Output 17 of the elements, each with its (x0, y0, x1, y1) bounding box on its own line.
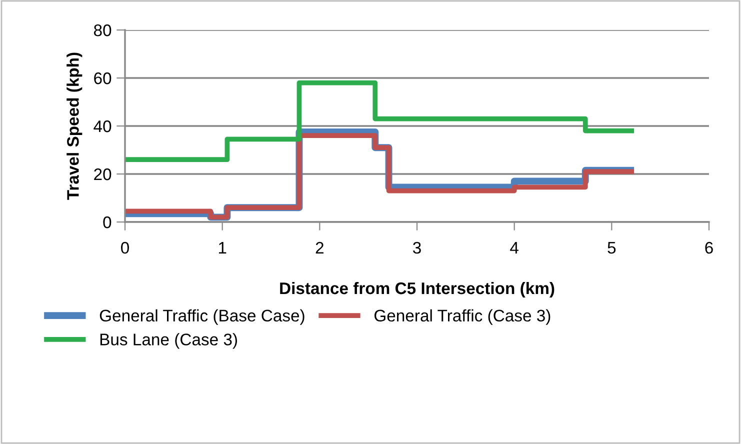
x-tick-label: 2 (316, 242, 324, 254)
x-tick-label: 3 (413, 242, 421, 254)
x-tick-label: 6 (705, 242, 713, 254)
y-axis-title: Travel Speed (kph) (66, 52, 82, 200)
x-tick-label: 5 (608, 242, 616, 254)
x-tick-label: 0 (121, 242, 129, 254)
x-axis-title: Distance from C5 Intersection (km) (280, 282, 554, 298)
x-tick-label: 1 (218, 242, 226, 254)
legend-label: Bus Lane (Case 3) (100, 333, 237, 349)
y-tick-label: 0 (103, 216, 112, 228)
y-tick-label: 80 (94, 24, 112, 36)
y-tick-label: 20 (94, 168, 112, 180)
y-tick-label: 60 (94, 72, 112, 84)
y-tick-label: 40 (94, 120, 112, 132)
x-tick-label: 4 (510, 242, 518, 254)
legend-label: General Traffic (Case 3) (374, 309, 550, 325)
legend-label: General Traffic (Base Case) (100, 309, 304, 325)
